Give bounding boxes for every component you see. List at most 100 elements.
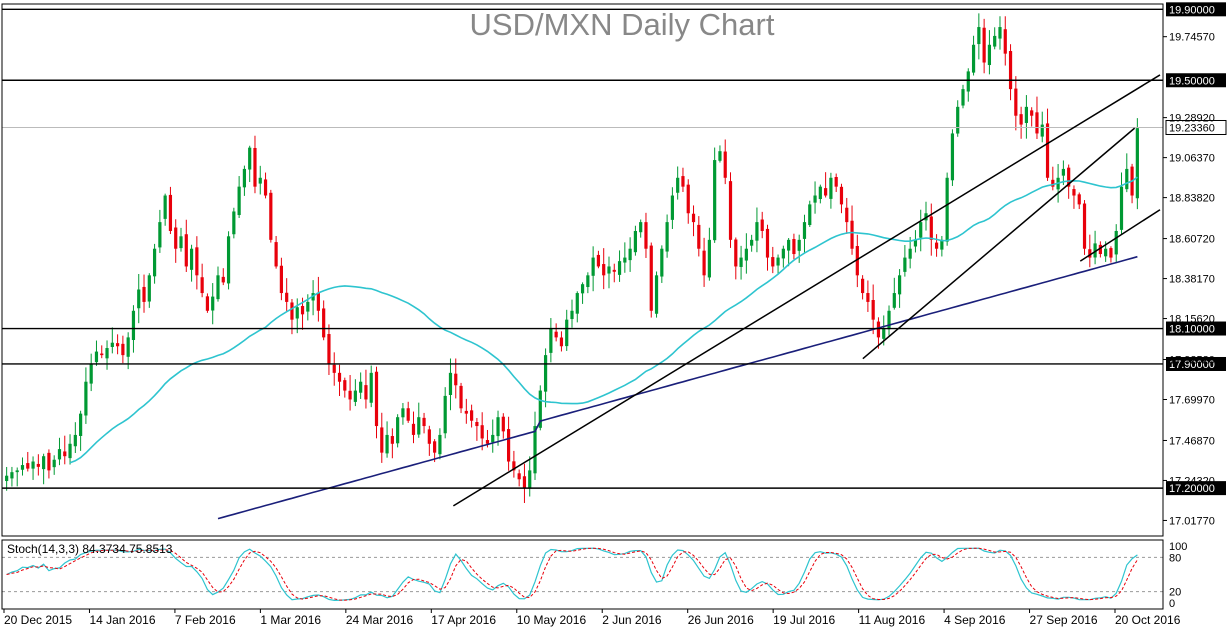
candle-body	[966, 71, 970, 92]
candle-body	[718, 151, 722, 161]
candle-body	[897, 275, 902, 295]
price-panel	[2, 8, 1163, 520]
candle-body	[723, 151, 727, 178]
candle-body	[1035, 112, 1039, 134]
candle-body	[89, 363, 93, 384]
candle-body	[987, 44, 992, 66]
candle-body	[1135, 128, 1139, 199]
candle-body	[1093, 243, 1097, 258]
candle-body	[427, 429, 431, 444]
candle-body	[993, 35, 997, 47]
candle-body	[179, 236, 183, 249]
stochastic-d-line	[6, 547, 1138, 601]
price-tick-label: 18.15620	[1169, 314, 1215, 326]
candle-body	[903, 257, 907, 272]
candle-body	[834, 176, 838, 187]
candle-body	[1104, 248, 1108, 257]
candle-body	[1019, 114, 1023, 125]
trendline	[452, 74, 1161, 507]
trendline	[862, 127, 1136, 360]
candle-body	[691, 213, 696, 223]
candle-body	[1061, 168, 1065, 176]
candle-body	[121, 343, 125, 356]
candle-body	[728, 181, 733, 240]
candle-body	[110, 342, 114, 347]
candle-body	[676, 177, 680, 193]
last-price-box	[1165, 119, 1227, 135]
candle-body	[1051, 179, 1055, 187]
candle-body	[364, 385, 368, 400]
candle-body	[1040, 124, 1044, 137]
candle-body	[998, 27, 1002, 39]
candle-body	[353, 390, 357, 402]
candle-body	[116, 343, 120, 347]
candle-body	[755, 222, 759, 241]
candle-body	[538, 390, 542, 428]
candle-body	[1008, 51, 1013, 90]
candle-body	[575, 293, 579, 314]
candle-body	[850, 220, 854, 249]
candle-body	[570, 310, 574, 320]
candle-body	[454, 373, 458, 386]
candle-body	[332, 364, 336, 373]
candle-body	[554, 331, 558, 338]
level-label: 17.20000	[1169, 483, 1215, 495]
candle-body	[1014, 88, 1018, 116]
candle-body	[845, 207, 849, 223]
date-label: 24 Mar 2016	[346, 613, 414, 627]
candle-body	[517, 473, 521, 480]
price-tick-label: 18.83820	[1169, 193, 1215, 205]
candle-body	[908, 248, 912, 259]
candle-body	[300, 305, 305, 315]
candle-body	[226, 236, 231, 284]
candle-body	[306, 301, 310, 312]
stochastic-tick-label: 80	[1169, 552, 1181, 564]
candle-body	[295, 307, 299, 319]
price-tick-label: 19.74570	[1169, 32, 1215, 44]
candle-body	[147, 275, 151, 302]
candle-body	[649, 245, 653, 311]
candle-body	[818, 186, 822, 200]
candle-body	[10, 472, 14, 479]
candle-body	[343, 380, 347, 391]
candle-body	[565, 319, 569, 347]
candle-body	[184, 234, 188, 267]
candle-body	[607, 266, 611, 274]
candle-body	[792, 238, 796, 255]
level-label: 17.90000	[1169, 359, 1215, 371]
candle-body	[337, 372, 342, 382]
candle-body	[20, 465, 25, 470]
candle-body	[612, 269, 616, 272]
candle-body	[491, 434, 495, 443]
candle-body	[559, 337, 564, 347]
candle-body	[633, 230, 638, 253]
candle-body	[1125, 168, 1129, 190]
candle-body	[163, 195, 167, 219]
candle-body	[443, 395, 447, 434]
candle-body	[750, 239, 754, 246]
candle-body	[702, 250, 706, 276]
candle-body	[543, 355, 548, 392]
candle-body	[1098, 244, 1102, 255]
candle-body	[686, 184, 690, 214]
candle-body	[464, 410, 468, 414]
candle-body	[422, 417, 426, 427]
level-label-box	[1166, 356, 1226, 371]
candle-body	[1109, 248, 1113, 258]
candle-body	[475, 422, 479, 427]
candle-body	[57, 449, 62, 460]
candle-body	[438, 434, 442, 455]
date-label: 1 Mar 2016	[260, 613, 321, 627]
candle-body	[776, 257, 780, 266]
candle-body	[211, 296, 215, 311]
date-label: 27 Sep 2016	[1030, 613, 1098, 627]
candle-body	[528, 470, 532, 489]
candle-body	[63, 451, 67, 457]
candle-body	[322, 308, 326, 338]
candle-body	[84, 381, 88, 416]
candle-body	[168, 194, 173, 231]
candle-body	[591, 257, 595, 276]
candle-body	[961, 89, 965, 106]
candle-body	[644, 222, 648, 249]
